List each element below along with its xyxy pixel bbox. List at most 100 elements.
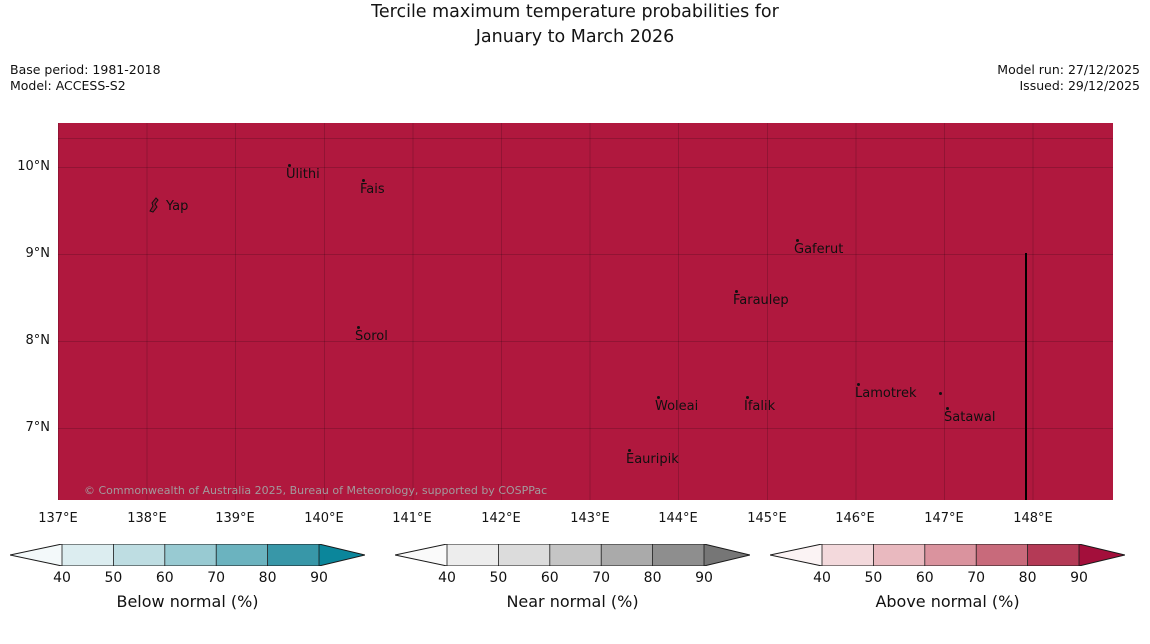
colorbar-tick-label: 50	[104, 570, 123, 586]
colorbar-segment	[62, 544, 114, 566]
colorbar-below-normal	[10, 544, 365, 566]
colorbar-separators	[61, 544, 320, 566]
base-period-text: Base period: 1981-2018	[10, 62, 161, 77]
lat-tick-label: 7°N	[25, 420, 51, 435]
colorbar-segment	[164, 544, 217, 566]
colorbar-tick-label: 70	[592, 570, 611, 586]
colorbar-right-arrow	[1079, 544, 1125, 566]
place-gaferut: Gaferut	[794, 239, 843, 257]
colorbar-segment	[601, 544, 653, 566]
place-yap: Yap	[149, 197, 188, 214]
lon-tick-label: 144°E	[658, 511, 698, 526]
island-dot	[628, 449, 631, 452]
title-line-1: Tercile maximum temperature probabilitie…	[371, 2, 779, 22]
meta-right: Model run: 27/12/2025 Issued: 29/12/2025	[997, 62, 1140, 94]
colorbar-segment	[549, 544, 602, 566]
island-dot	[288, 164, 291, 167]
colorbar-tick-label: 80	[643, 570, 662, 586]
lon-tick-label: 140°E	[304, 511, 344, 526]
colorbar-segment	[652, 544, 704, 566]
island-dot	[939, 392, 942, 395]
place-lamotrek: Lamotrek	[855, 383, 917, 401]
lon-tick-label: 147°E	[924, 511, 964, 526]
lon-tick-label: 146°E	[835, 511, 875, 526]
colorbar-left-arrow	[10, 544, 62, 566]
island-dot	[746, 396, 749, 399]
colorbar-segment	[113, 544, 165, 566]
colorbar-segment	[1027, 544, 1079, 566]
colorbar-tick-label: 50	[489, 570, 508, 586]
lon-tick-label: 148°E	[1013, 511, 1053, 526]
colorbar-right-arrow	[704, 544, 750, 566]
colorbar-left-arrow	[770, 544, 822, 566]
colorbar-tick-label: 60	[155, 570, 174, 586]
colorbar-tick-label: 40	[438, 570, 456, 586]
colorbar-tick-label: 80	[258, 570, 277, 586]
lon-tick-label: 143°E	[570, 511, 610, 526]
colorbar-above-label: Above normal (%)	[875, 592, 1020, 611]
colorbar-segment	[976, 544, 1028, 566]
meta-left: Base period: 1981-2018 Model: ACCESS-S2	[10, 62, 161, 94]
place-faraulep: Faraulep	[733, 290, 789, 308]
colorbar-tick-label: 40	[813, 570, 831, 586]
lat-tick-label: 8°N	[25, 333, 51, 348]
map-area	[58, 123, 1113, 500]
island-dot	[946, 407, 949, 410]
colorbar-segment	[216, 544, 268, 566]
lon-tick-label: 138°E	[127, 511, 167, 526]
colorbar-tick-label: 70	[967, 570, 986, 586]
colorbar-above-normal	[770, 544, 1125, 566]
place-eauripik: Eauripik	[626, 449, 679, 467]
colorbar-tick-label: 90	[695, 570, 713, 586]
colorbar-near-label: Near normal (%)	[506, 592, 639, 611]
colorbar-tick-label: 40	[53, 570, 71, 586]
colorbar-tick-label: 80	[1018, 570, 1037, 586]
colorbar-tick-label: 90	[1070, 570, 1088, 586]
colorbar-near-normal	[395, 544, 750, 566]
issued-text: Issued: 29/12/2025	[1019, 78, 1141, 93]
lon-tick-label: 137°E	[38, 511, 78, 526]
title-line-2: January to March 2026	[475, 27, 675, 47]
colorbar-segment	[447, 544, 499, 566]
lon-tick-label: 142°E	[481, 511, 521, 526]
island-dot	[357, 326, 360, 329]
colorbar-segment	[924, 544, 977, 566]
place-woleai: Woleai	[655, 396, 698, 414]
colorbar-tick-label: 60	[915, 570, 934, 586]
place-ulithi: Ulithi	[286, 164, 320, 182]
colorbar-separators	[821, 544, 1080, 566]
lon-tick-label: 145°E	[747, 511, 787, 526]
place-fais: Fais	[360, 179, 385, 197]
colorbar-left-arrow	[395, 544, 447, 566]
lon-tick-label: 141°E	[392, 511, 432, 526]
colorbar-right-arrow	[319, 544, 365, 566]
island-dot	[735, 290, 738, 293]
colorbar-segment	[267, 544, 319, 566]
colorbar-tick-label: 70	[207, 570, 226, 586]
colorbar-separators	[446, 544, 705, 566]
place-satawal: Satawal	[944, 407, 996, 425]
island-dot	[857, 383, 860, 386]
place-ifalik: Ifalik	[744, 396, 775, 414]
colorbar-segment	[822, 544, 874, 566]
island-dot	[657, 396, 660, 399]
yap-island-icon	[149, 197, 159, 213]
colorbar-tick-label: 50	[864, 570, 883, 586]
place-sorol: Sorol	[355, 326, 388, 344]
colorbar-tick-label: 60	[540, 570, 559, 586]
model-run-text: Model run: 27/12/2025	[997, 62, 1140, 77]
lat-tick-label: 9°N	[25, 246, 51, 261]
colorbar-tick-label: 90	[310, 570, 328, 586]
colorbar-below-label: Below normal (%)	[116, 592, 259, 611]
island-dot	[796, 239, 799, 242]
model-text: Model: ACCESS-S2	[10, 78, 126, 93]
lat-tick-label: 10°N	[17, 159, 50, 174]
copyright-text: © Commonwealth of Australia 2025, Bureau…	[84, 484, 548, 497]
boundary-line	[1025, 253, 1027, 500]
colorbar-segment	[498, 544, 550, 566]
colorbar-segment	[873, 544, 925, 566]
island-dot	[362, 179, 365, 182]
figure-title: Tercile maximum temperature probabilitie…	[0, 0, 1150, 50]
lon-tick-label: 139°E	[215, 511, 255, 526]
